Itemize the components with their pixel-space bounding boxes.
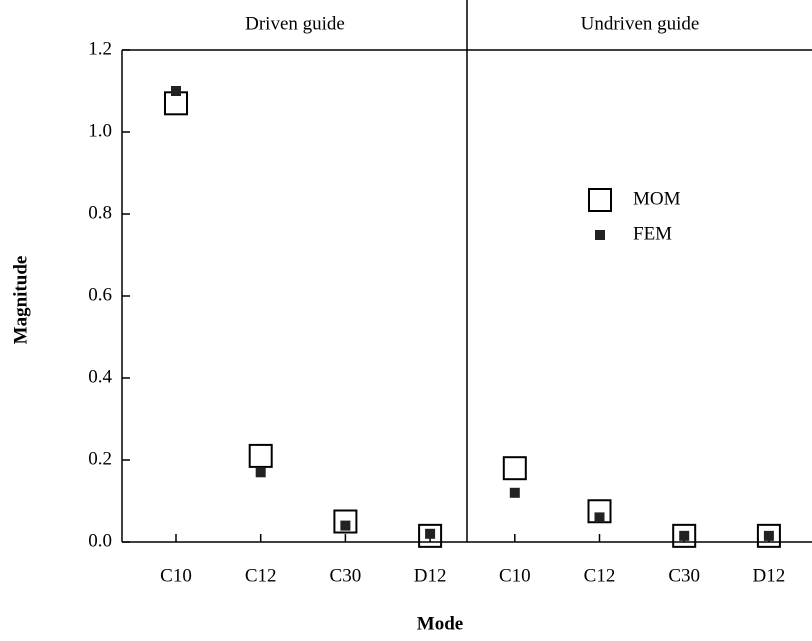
point	[509, 487, 520, 498]
x-tick-label: C30	[330, 565, 362, 586]
x-tick-label: D12	[414, 565, 447, 586]
panel-title: Driven guide	[245, 13, 345, 34]
y-tick-label: 0.8	[88, 202, 112, 223]
point	[502, 456, 527, 481]
point	[255, 467, 266, 478]
x-tick-label: C10	[499, 565, 531, 586]
y-tick-label: 0.0	[88, 530, 112, 551]
x-tick-label: C10	[160, 565, 192, 586]
y-tick-label: 1.0	[88, 120, 112, 141]
point	[679, 530, 690, 541]
y-tick-label: 0.4	[88, 366, 112, 387]
x-tick-label: C30	[668, 565, 700, 586]
point	[763, 530, 774, 541]
y-tick-label: 0.2	[88, 448, 112, 469]
y-tick-label: 0.6	[88, 284, 112, 305]
panel-title: Undriven guide	[581, 13, 700, 34]
point	[340, 520, 351, 531]
legend-marker	[588, 188, 612, 212]
legend-marker	[595, 230, 605, 240]
legend-label: MOM	[633, 188, 681, 209]
y-axis-title: Magnitude	[10, 256, 31, 345]
x-tick-label: C12	[584, 565, 616, 586]
point	[248, 443, 273, 468]
point	[425, 528, 436, 539]
point	[594, 512, 605, 523]
point	[418, 523, 443, 548]
legend-label: FEM	[633, 223, 672, 244]
x-tick-label: C12	[245, 565, 277, 586]
point	[672, 523, 697, 548]
point	[756, 523, 781, 548]
y-tick-label: 1.2	[88, 38, 112, 59]
x-axis-title: Mode	[417, 613, 463, 634]
point	[171, 86, 181, 96]
x-tick-label: D12	[753, 565, 786, 586]
point	[333, 509, 358, 534]
